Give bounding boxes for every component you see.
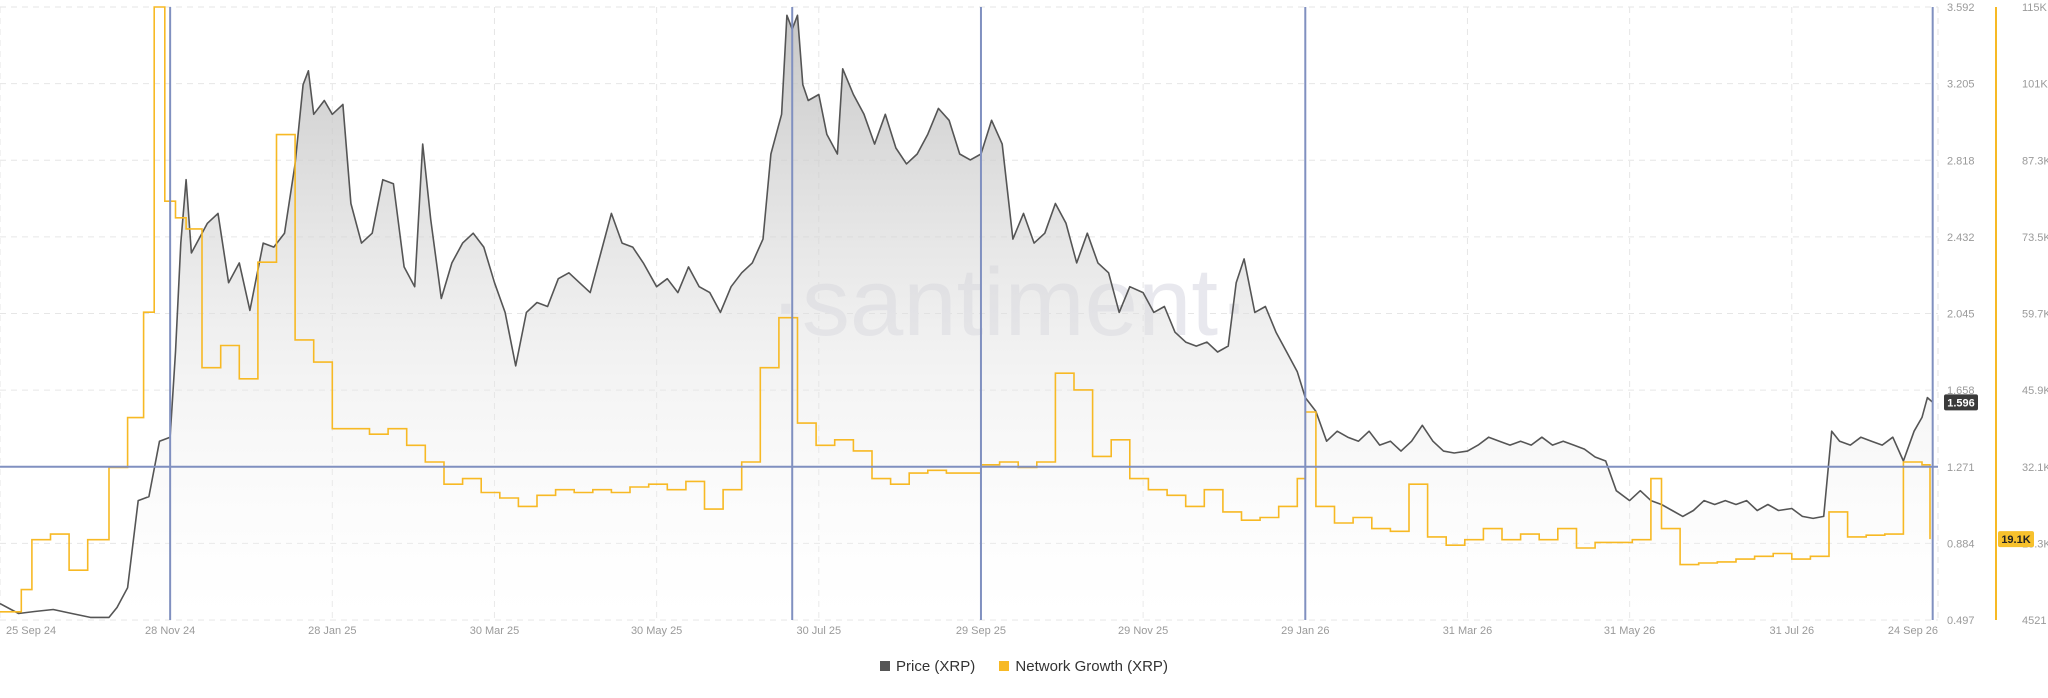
x-tick-label: 29 Sep 25 (956, 625, 1006, 637)
legend-swatch-network (999, 661, 1010, 672)
y-right-tick-label: 73.5K (2022, 232, 2048, 244)
y-right-tick-label: 115K (2022, 2, 2048, 14)
x-tick-label: 29 Nov 25 (1118, 625, 1168, 637)
x-tick-label: 30 Jul 25 (796, 625, 841, 637)
legend: Price (XRP) Network Growth (XRP) (0, 658, 2048, 675)
axis-layer: 3.592 3.205 2.818 2.432 2.045 1.658 1.271 0.884… (6, 2, 2048, 637)
x-tick-label: 30 May 25 (631, 625, 682, 637)
crosshair-layer (0, 7, 1938, 620)
network-growth-line (0, 6, 1931, 613)
x-tick-label: 31 Mar 26 (1443, 625, 1493, 637)
y-right-tick-label: 59.7K (2022, 309, 2048, 321)
price-series-layer (0, 14, 1934, 621)
price-area (0, 15, 1933, 621)
y-left-tick-label: 0.884 (1947, 538, 1975, 550)
legend-item-network[interactable]: Network Growth (XRP) (999, 658, 1168, 675)
legend-item-price[interactable]: Price (XRP) (880, 658, 975, 675)
legend-swatch-price (880, 661, 891, 672)
legend-label-price: Price (XRP) (896, 658, 976, 675)
x-tick-label: 31 May 26 (1604, 625, 1655, 637)
y-left-tick-label: 1.658 (1947, 385, 1975, 397)
y-right-tick-label: 101K (2022, 79, 2048, 91)
x-tick-label: 30 Mar 25 (470, 625, 520, 637)
y-left-tick-label: 3.592 (1947, 2, 1975, 14)
y-right-tick-label: 4521 (2022, 615, 2046, 627)
y-left-tick-label: 2.045 (1947, 309, 1975, 321)
x-tick-label: 29 Jan 26 (1281, 625, 1329, 637)
x-tick-label: 28 Jan 25 (308, 625, 356, 637)
network-series-layer (0, 6, 1931, 613)
y-left-tick-label: 3.205 (1947, 79, 1975, 91)
price-current-value: 1.596 (1947, 397, 1975, 409)
price-line (0, 14, 1934, 619)
network-current-value: 19.1K (2001, 534, 2030, 546)
y-right-tick-label: 87.3K (2022, 155, 2048, 167)
y-left-tick-label: 2.818 (1947, 155, 1975, 167)
network-current-badge (1998, 531, 2034, 548)
price-current-badge (1944, 394, 1978, 411)
x-tick-label: 24 Sep 26 (1888, 625, 1938, 637)
y-right-tick-label: 45.9K (2022, 385, 2048, 397)
y-left-tick-label: 1.271 (1947, 462, 1975, 474)
x-tick-label: 31 Jul 26 (1769, 625, 1814, 637)
x-tick-label: 28 Nov 24 (145, 625, 195, 637)
legend-label-network: Network Growth (XRP) (1015, 658, 1168, 675)
y-left-tick-label: 2.432 (1947, 232, 1975, 244)
y-right-tick-label: 32.1K (2022, 462, 2048, 474)
y-left-tick-label: 0.497 (1947, 615, 1975, 627)
x-tick-label: 25 Sep 24 (6, 625, 56, 637)
